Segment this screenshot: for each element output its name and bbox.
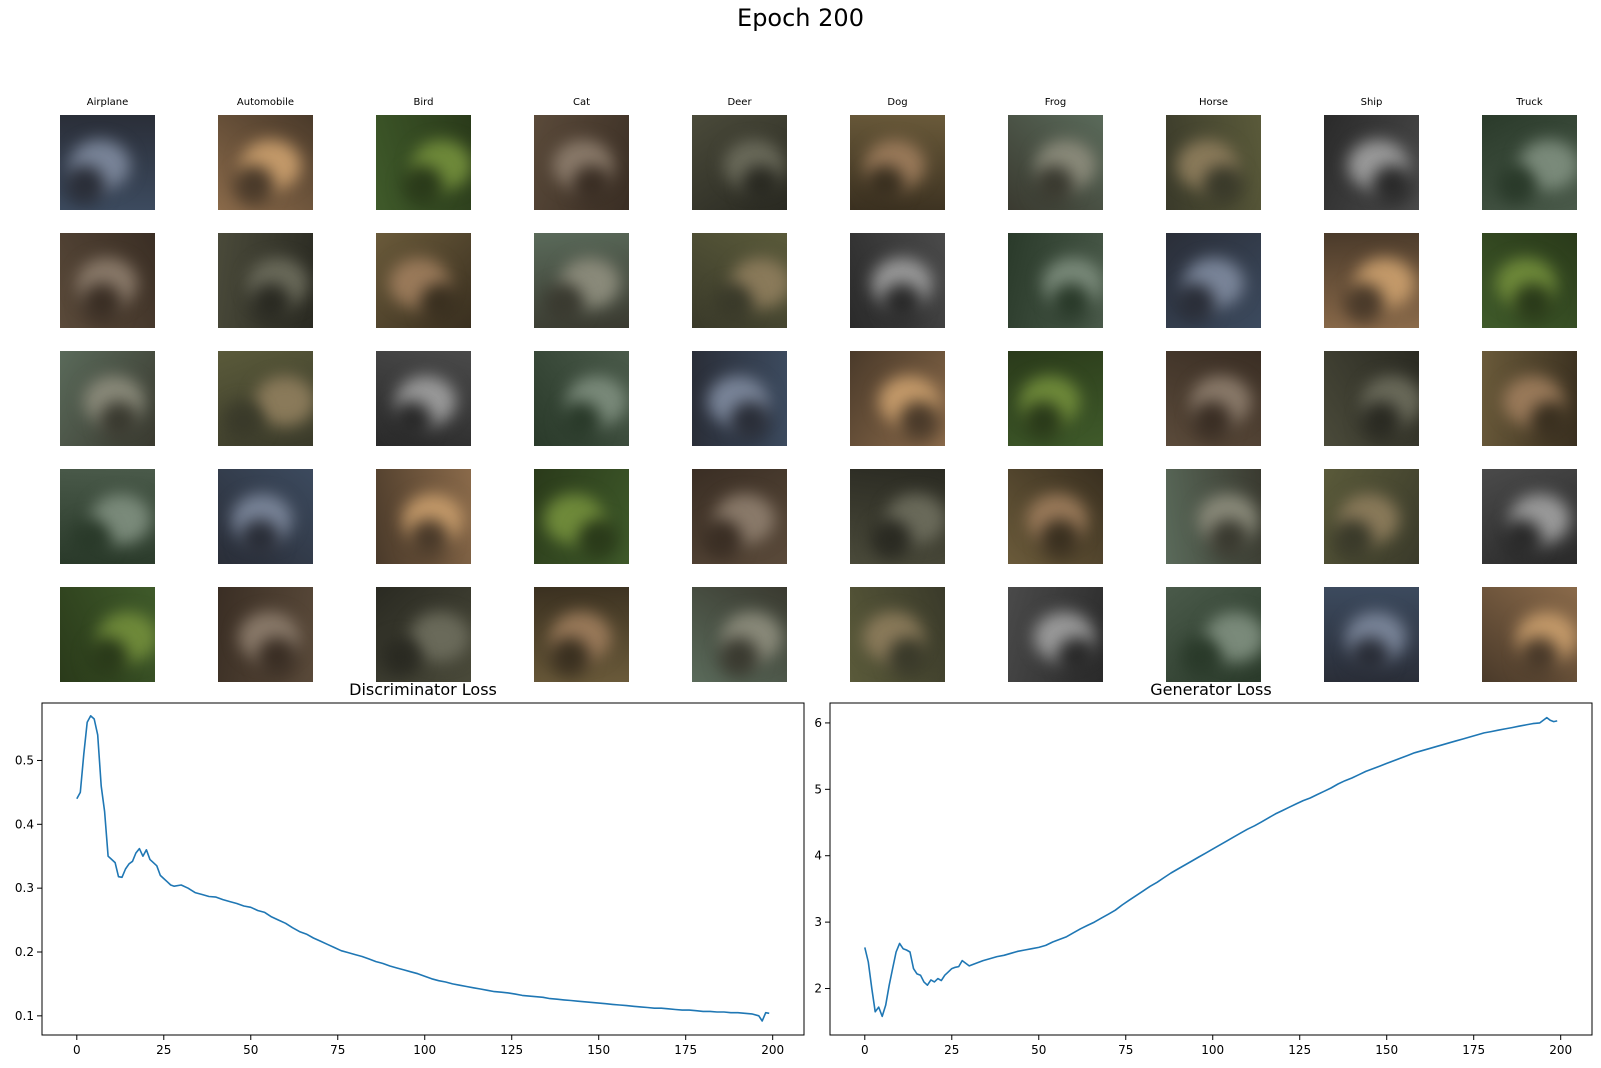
class-label-dog: Dog (887, 97, 908, 108)
x-tick-label: 0 (73, 1043, 81, 1057)
class-label-deer: Deer (727, 97, 752, 108)
generated-sample-image (534, 469, 629, 564)
generated-sample-image (376, 115, 471, 210)
generated-sample-image (1166, 587, 1261, 682)
generated-sample-image (1324, 115, 1419, 210)
generated-sample-image (60, 587, 155, 682)
y-tick-label: 0.3 (15, 881, 34, 895)
generated-sample-image (1008, 351, 1103, 446)
generated-sample-image (1482, 351, 1577, 446)
generated-sample-image (1166, 351, 1261, 446)
generated-sample-image (1324, 233, 1419, 328)
x-tick-label: 125 (500, 1043, 523, 1057)
generated-sample-image (376, 351, 471, 446)
generated-sample-image (60, 115, 155, 210)
discriminator-loss-title: Discriminator Loss (349, 680, 497, 699)
generated-sample-image (1008, 587, 1103, 682)
y-tick-label: 0.5 (15, 753, 34, 767)
generated-sample-image (534, 351, 629, 446)
generated-sample-image (534, 233, 629, 328)
x-tick-label: 150 (587, 1043, 610, 1057)
loss-series-line (76, 715, 770, 1022)
generated-sample-image (1482, 587, 1577, 682)
generated-sample-image (850, 233, 945, 328)
x-tick-label: 175 (674, 1043, 697, 1057)
plot-frame (41, 702, 805, 1036)
x-tick-label: 100 (413, 1043, 436, 1057)
generated-sample-image (60, 351, 155, 446)
generated-sample-image (218, 469, 313, 564)
generated-sample-image (1482, 469, 1577, 564)
generated-sample-image (850, 115, 945, 210)
generated-sample-image (692, 469, 787, 564)
generated-sample-image (1008, 233, 1103, 328)
generated-sample-image (534, 115, 629, 210)
generated-sample-image (850, 469, 945, 564)
generated-sample-image (1482, 115, 1577, 210)
figure-title: Epoch 200 (737, 4, 864, 32)
x-tick-label: 25 (156, 1043, 171, 1057)
y-tick-label: 0.2 (15, 945, 34, 959)
x-tick-label: 75 (330, 1043, 345, 1057)
y-tick-label: 0.4 (15, 817, 34, 831)
generated-sample-image (850, 587, 945, 682)
generated-sample-image (1482, 233, 1577, 328)
generated-sample-image (376, 587, 471, 682)
x-tick-label: 200 (761, 1043, 784, 1057)
x-tick-label: 50 (243, 1043, 258, 1057)
generated-sample-image (1008, 115, 1103, 210)
generated-sample-image (692, 233, 787, 328)
generated-sample-image (1166, 469, 1261, 564)
generated-sample-image (60, 469, 155, 564)
generated-sample-image (1166, 233, 1261, 328)
class-label-airplane: Airplane (86, 97, 129, 108)
generated-sample-image (534, 587, 629, 682)
generated-sample-image (1324, 469, 1419, 564)
generated-sample-image (218, 587, 313, 682)
class-label-horse: Horse (1198, 97, 1229, 108)
generated-sample-image (376, 233, 471, 328)
generated-sample-image (692, 351, 787, 446)
class-label-frog: Frog (1044, 97, 1067, 108)
y-tick-label: 0.1 (15, 1009, 34, 1023)
generator-loss-title: Generator Loss (1150, 680, 1272, 699)
generated-sample-image (1166, 115, 1261, 210)
generated-sample-image (218, 351, 313, 446)
generated-sample-image (692, 587, 787, 682)
generated-sample-image (218, 115, 313, 210)
class-label-truck: Truck (1516, 97, 1543, 108)
class-label-automobile: Automobile (236, 97, 295, 108)
class-label-cat: Cat (572, 97, 591, 108)
generated-sample-image (1324, 351, 1419, 446)
generated-sample-image (60, 233, 155, 328)
generated-sample-image (850, 351, 945, 446)
generated-sample-image (376, 469, 471, 564)
generated-sample-image (1324, 587, 1419, 682)
generated-sample-image (218, 233, 313, 328)
generated-sample-image (692, 115, 787, 210)
class-label-ship: Ship (1360, 97, 1383, 108)
generated-sample-image (1008, 469, 1103, 564)
class-label-bird: Bird (413, 97, 434, 108)
